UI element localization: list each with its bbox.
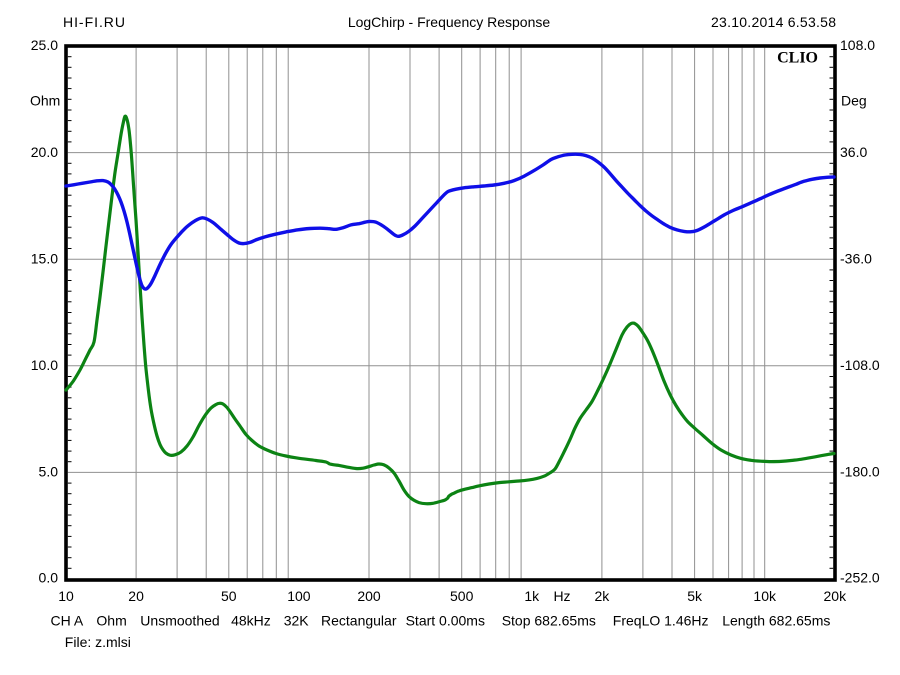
svg-text:50: 50 [221,588,237,604]
svg-text:LogChirp - Frequency Response: LogChirp - Frequency Response [348,14,551,30]
svg-text:5k: 5k [687,588,703,604]
svg-text:20: 20 [128,588,144,604]
svg-text:Deg: Deg [841,93,867,109]
svg-text:200: 200 [357,588,381,604]
svg-text:2k: 2k [595,588,611,604]
svg-text:Unsmoothed: Unsmoothed [140,612,219,628]
svg-text:Length 682.65ms: Length 682.65ms [722,612,830,628]
svg-text:48kHz: 48kHz [231,612,271,628]
svg-text:Stop 682.65ms: Stop 682.65ms [502,612,596,628]
svg-text:32K: 32K [284,612,310,628]
svg-text:20k: 20k [824,588,848,604]
svg-text:CH A: CH A [51,612,84,628]
svg-text:-180.0: -180.0 [840,463,880,479]
svg-text:10: 10 [58,588,74,604]
svg-text:Ohm: Ohm [96,612,126,628]
svg-text:-36.0: -36.0 [840,250,872,266]
svg-text:100: 100 [287,588,311,604]
svg-text:FreqLO 1.46Hz: FreqLO 1.46Hz [613,612,709,628]
svg-text:500: 500 [450,588,474,604]
svg-text:25.0: 25.0 [31,37,58,53]
svg-text:-252.0: -252.0 [840,569,880,585]
svg-text:Rectangular: Rectangular [321,612,397,628]
svg-text:Ohm: Ohm [30,93,60,109]
svg-text:-108.0: -108.0 [840,357,880,373]
svg-text:Hz: Hz [553,588,570,604]
svg-text:0.0: 0.0 [39,569,59,585]
svg-text:Start 0.00ms: Start 0.00ms [406,612,485,628]
svg-text:File: z.mlsi: File: z.mlsi [65,634,131,650]
svg-text:10k: 10k [753,588,777,604]
svg-text:15.0: 15.0 [31,250,58,266]
svg-text:20.0: 20.0 [31,144,58,160]
svg-text:1k: 1k [524,588,540,604]
svg-text:10.0: 10.0 [31,357,58,373]
svg-text:36.0: 36.0 [840,144,867,160]
svg-text:23.10.2014 6.53.58: 23.10.2014 6.53.58 [711,14,836,30]
svg-text:HI-FI.RU: HI-FI.RU [63,14,125,30]
svg-text:CLIO: CLIO [777,50,818,67]
svg-text:108.0: 108.0 [840,37,875,53]
svg-text:5.0: 5.0 [39,463,59,479]
